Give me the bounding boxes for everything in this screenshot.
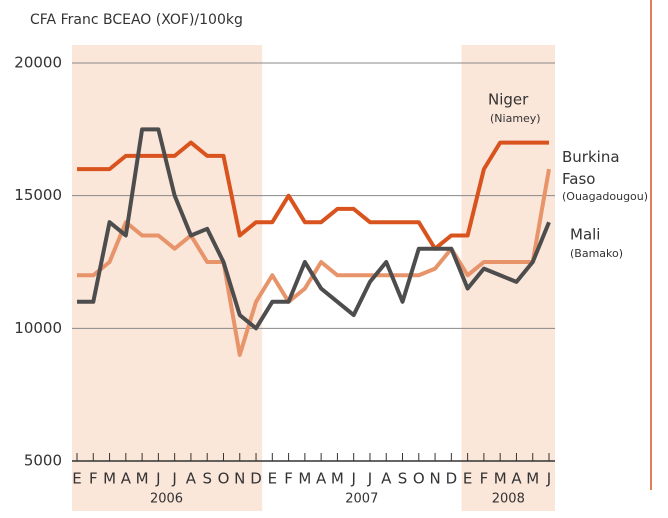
x-tick-label: D [446, 470, 458, 488]
x-tick-label: F [89, 470, 98, 488]
x-tick-label: A [316, 470, 327, 488]
x-tick-label: D [250, 470, 262, 488]
series-label: Niger [488, 91, 529, 109]
x-tick-label: N [429, 470, 440, 488]
x-tick-label: M [494, 470, 507, 488]
y-tick-label: 15000 [14, 186, 62, 204]
x-tick-label: O [413, 470, 425, 488]
x-tick-label: F [284, 470, 293, 488]
x-tick-label: A [511, 470, 522, 488]
series-line [77, 140, 549, 251]
x-tick-label: O [218, 470, 230, 488]
x-tick-label: A [121, 470, 132, 488]
x-tick-label: M [526, 470, 539, 488]
x-tick-label: A [381, 470, 392, 488]
series-city: (Ouagadougou) [562, 190, 648, 203]
x-tick-label: A [186, 470, 197, 488]
x-tick-label: E [463, 470, 472, 488]
series-line [77, 127, 551, 331]
y-tick-label: 20000 [14, 54, 62, 72]
year-label: 2008 [492, 492, 525, 507]
x-tick-label: J [367, 470, 372, 488]
x-tick-label: J [350, 470, 355, 488]
x-tick-label: S [202, 470, 212, 488]
x-tick-label: N [234, 470, 245, 488]
series-label: Burkina Faso [562, 148, 620, 188]
x-tick-label: M [136, 470, 149, 488]
y-tick-label: 10000 [14, 319, 62, 337]
x-tick-label: M [331, 470, 344, 488]
y-axis-title: CFA Franc BCEAO (XOF)/100kg [30, 12, 243, 28]
series-city: (Niamey) [490, 112, 541, 125]
x-tick-label: F [480, 470, 489, 488]
year-label: 2006 [150, 492, 183, 507]
x-tick-label: J [546, 470, 551, 488]
x-tick-label: E [72, 470, 81, 488]
x-tick-label: S [398, 470, 408, 488]
x-tick-label: E [268, 470, 277, 488]
series-city: (Bamako) [570, 247, 623, 260]
x-tick-label: M [298, 470, 311, 488]
shaded-period [72, 45, 263, 511]
x-tick-label: M [103, 470, 116, 488]
year-label: 2007 [345, 492, 378, 507]
y-tick-label: 5000 [24, 452, 62, 470]
x-tick-label: J [171, 470, 176, 488]
series-label: Mali [570, 226, 600, 244]
x-tick-label: J [155, 470, 160, 488]
